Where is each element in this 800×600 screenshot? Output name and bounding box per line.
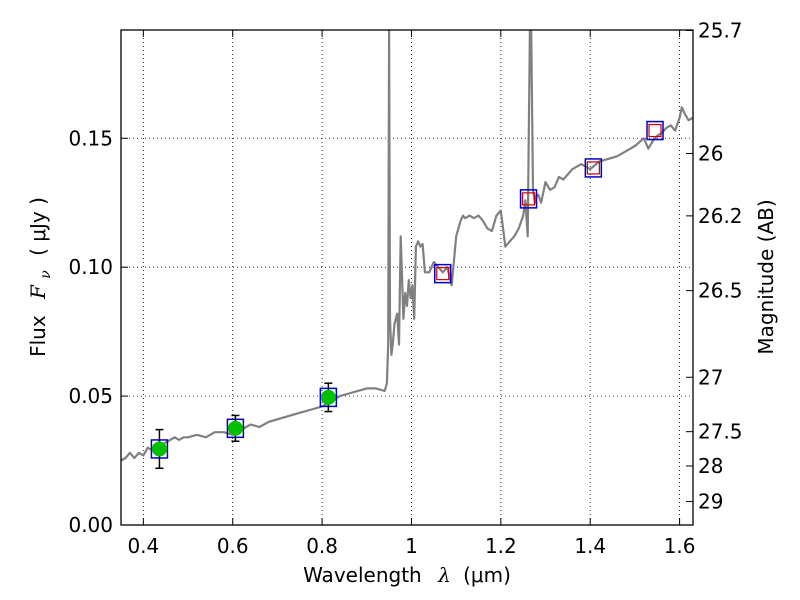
y-tick-label: 0.05 xyxy=(68,384,113,408)
template-spectrum xyxy=(121,30,693,462)
model-box xyxy=(434,263,452,284)
plot-background xyxy=(121,30,693,525)
measurement-point xyxy=(320,389,336,405)
x-axis-label: Wavelength λ (μm) xyxy=(303,563,511,587)
y-tick-label: 0.00 xyxy=(68,513,113,537)
measurement-point xyxy=(521,192,536,206)
measurement-point xyxy=(586,161,600,175)
model-box xyxy=(646,120,664,141)
x-tick-label: 1.6 xyxy=(664,534,696,558)
x-tick-label: 0.4 xyxy=(127,534,159,558)
y-axis-label-unit: ( μJy ) xyxy=(26,197,50,256)
y2-tick-label: 26.2 xyxy=(698,204,743,228)
y2-tick-label: 25.7 xyxy=(698,19,743,43)
y2-axis-label: Magnitude (AB) xyxy=(754,199,778,354)
y-tick-label: 0.15 xyxy=(68,126,113,150)
y-axis-label: Flux F ν ( μJy ) xyxy=(26,197,55,357)
x-tick-label: 1.2 xyxy=(485,534,517,558)
y-axis-label-subscript: ν xyxy=(38,270,54,279)
photometry-markers xyxy=(150,120,664,470)
y2-tick-label: 27 xyxy=(698,365,723,389)
measurement-point xyxy=(227,420,243,436)
measurement-point xyxy=(151,441,167,457)
model-box xyxy=(584,158,603,178)
measurement-point xyxy=(436,267,450,281)
y-tick-label: 0.10 xyxy=(68,255,113,279)
x-axis-label-symbol: λ xyxy=(437,563,451,587)
y-axis-label-symbol: F xyxy=(26,284,50,300)
y-axis-label-text: Flux xyxy=(26,315,50,357)
y2-tick-label: 28 xyxy=(698,454,723,478)
x-axis-label-unit: (μm) xyxy=(463,563,511,587)
measurement-point xyxy=(648,123,662,138)
spectrum-line xyxy=(121,30,693,462)
plot-frame xyxy=(120,29,694,526)
x-tick-label: 0.8 xyxy=(306,534,338,558)
y2-tick-label: 26 xyxy=(698,141,723,165)
y2-tick-label: 29 xyxy=(698,490,723,514)
x-tick-label: 1 xyxy=(405,534,418,558)
y2-tick-label: 27.5 xyxy=(698,420,743,444)
y2-tick-label: 26.5 xyxy=(698,279,743,303)
x-axis-label-text: Wavelength xyxy=(303,563,422,587)
axis-ticks: 0.4 0.6 0.8 1 1.2 1.4 1.6 0.00 0.05 0.10 0.15 25.7 2… xyxy=(68,19,742,558)
x-tick-label: 1.4 xyxy=(574,534,606,558)
x-tick-label: 0.6 xyxy=(217,534,249,558)
model-box xyxy=(519,189,538,209)
